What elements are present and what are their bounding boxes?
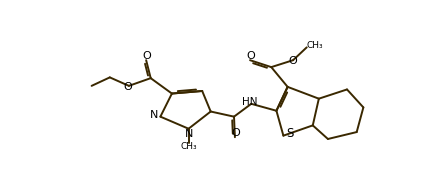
Text: O: O: [246, 51, 255, 61]
Text: CH₃: CH₃: [306, 41, 323, 50]
Text: N: N: [150, 110, 158, 120]
Text: CH₃: CH₃: [180, 142, 197, 151]
Text: O: O: [124, 82, 132, 92]
Text: O: O: [231, 128, 240, 138]
Text: HN: HN: [242, 97, 258, 107]
Text: N: N: [184, 129, 193, 139]
Text: O: O: [288, 56, 297, 66]
Text: S: S: [286, 127, 293, 140]
Text: O: O: [143, 51, 151, 61]
